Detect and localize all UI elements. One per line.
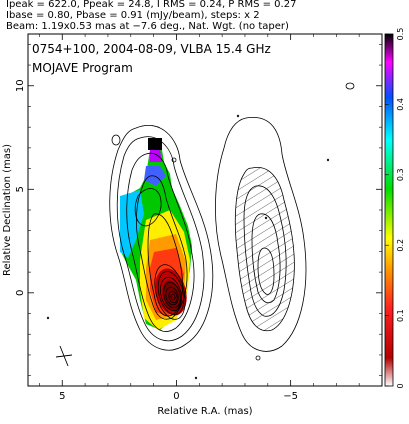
x-tick-label: 0 [173, 391, 179, 402]
header-line-3: Beam: 1.19x0.53 mas at −7.6 deg., Nat. W… [6, 21, 289, 32]
header-line-2: Ibase = 0.80, Pbase = 0.91 (mJy/beam), s… [6, 10, 260, 21]
x-axis: 5 0 −5 [39, 34, 383, 402]
colorbar-tick-label: 0.4 [396, 98, 405, 111]
y-tick-label: 10 [15, 79, 26, 92]
colorbar-tick-label: 0.1 [396, 309, 405, 322]
colorbar-tick-label: 0.5 [396, 28, 405, 41]
y-tick-label: 0 [15, 290, 26, 296]
source-line: 0754+100, 2004-08-09, VLBA 15.4 GHz [32, 42, 271, 56]
y-tick-label: 5 [15, 186, 26, 192]
beam-marker [55, 345, 73, 367]
y-axis-label: Relative Declination (mas) [2, 144, 13, 276]
stokes-i-contours [46, 82, 355, 380]
plot-frame [27, 33, 383, 387]
colorbar-ticks: 0 0.1 0.2 0.3 0.4 0.5 [385, 28, 405, 389]
colorbar-tick-label: 0.3 [396, 168, 405, 181]
colorbar-tick-label: 0.2 [396, 239, 405, 252]
x-axis-label: Relative R.A. (mas) [157, 406, 252, 417]
polarization-vectors-panel [215, 116, 307, 352]
program-line: MOJAVE Program [32, 61, 133, 75]
x-tick-label: 5 [59, 391, 65, 402]
polarization-color-map [120, 138, 192, 330]
header-line-1: Ipeak = 622.0, Ppeak = 24.8, I RMS = 0.2… [6, 0, 297, 10]
x-tick-label: −5 [283, 391, 298, 402]
y-axis: 0 5 10 [15, 44, 382, 376]
colorbar-tick-label: 0 [396, 383, 405, 388]
colorbar [384, 33, 394, 387]
